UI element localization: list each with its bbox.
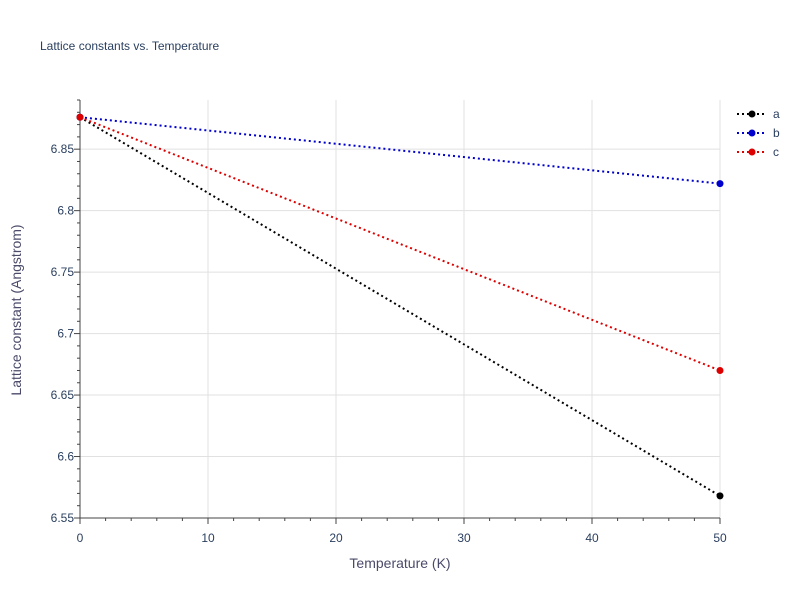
y-axis-title: Lattice constant (Angstrom) [8,224,24,395]
legend: abc [737,107,780,159]
legend-marker-b [748,129,756,137]
y-tick-label: 6.75 [51,265,75,279]
legend-label-a: a [773,107,780,121]
series-line-a [79,116,721,497]
x-tick-label: 20 [329,531,343,545]
x-tick-label: 0 [77,531,84,545]
series-layer [76,113,724,500]
legend-marker-a [748,110,756,118]
legend-label-c: c [773,145,779,159]
grid [80,100,721,519]
data-point-c [716,366,724,374]
legend-marker-c [748,148,756,156]
x-tick-label: 10 [201,531,215,545]
y-tick-label: 6.8 [57,204,74,218]
y-tick-label: 6.65 [51,388,75,402]
x-axis-title: Temperature (K) [349,555,450,571]
y-tick-labels: 6.55 6.6 6.65 6.7 6.75 6.8 6.85 [51,142,75,525]
axes [74,99,721,524]
series-line-b [79,116,721,185]
y-tick-label: 6.85 [51,142,75,156]
legend-label-b: b [773,126,780,140]
y-tick-label: 6.55 [51,511,75,525]
y-tick-label: 6.7 [57,327,74,341]
x-tick-label: 30 [457,531,471,545]
x-tick-labels: 0 10 20 30 40 50 [77,531,727,545]
data-point-b [716,180,724,188]
data-point-a [716,492,724,500]
data-point-c [76,113,84,121]
x-tick-label: 50 [713,531,727,545]
chart-title: Lattice constants vs. Temperature [40,39,220,53]
series-line-c [79,116,721,372]
y-tick-label: 6.6 [57,450,74,464]
x-tick-label: 40 [585,531,599,545]
